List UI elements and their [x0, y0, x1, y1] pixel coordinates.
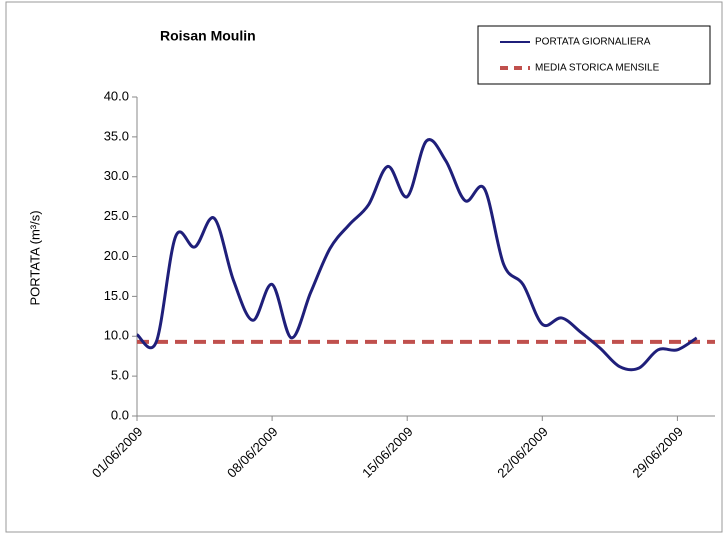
y-tick-label: 20.0 [104, 248, 129, 263]
legend-label: PORTATA GIORNALIERA [535, 37, 651, 48]
legend [477, 25, 711, 85]
chart-title: Roisan Moulin [160, 28, 256, 44]
y-tick-label: 10.0 [104, 328, 129, 343]
y-tick-label: 30.0 [104, 168, 129, 183]
y-tick-label: 40.0 [104, 88, 129, 103]
y-tick-label: 0.0 [111, 407, 129, 422]
y-tick-label: 25.0 [104, 208, 129, 223]
frame [5, 1, 723, 533]
data-line [136, 138, 698, 372]
y-axis-label: PORTATA (m³/s) [27, 210, 42, 305]
y-tick-label: 35.0 [104, 128, 129, 143]
legend-label: MEDIA STORICA MENSILE [535, 63, 660, 74]
y-tick-label: 15.0 [104, 288, 129, 303]
y-tick-label: 5.0 [111, 368, 129, 383]
